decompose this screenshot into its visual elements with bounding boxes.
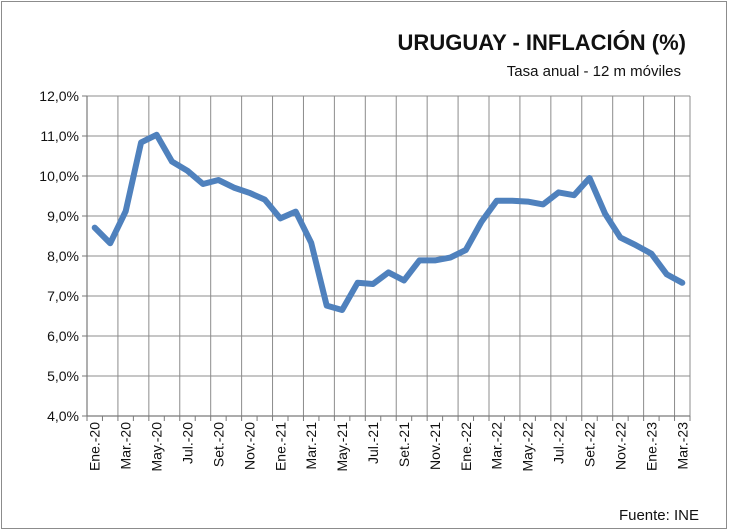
y-tick-label: 4,0% <box>47 408 79 424</box>
chart-subtitle: Tasa anual - 12 m móviles <box>507 63 681 80</box>
inflation-series-line <box>91 131 686 313</box>
x-tick-label: Ene.-21 <box>272 422 288 471</box>
x-tick-label: Set.-22 <box>582 422 598 467</box>
x-tick-label: May.-21 <box>334 422 350 472</box>
x-tick-label: Ene.-20 <box>87 422 103 471</box>
x-tick-label: Jul.-22 <box>551 422 567 464</box>
x-axis-tick-labels: Ene.-20 Mar.-20 May.-20 Jul.-20 Set.-20 Nov.-… <box>87 422 691 472</box>
y-axis-tick-labels: 4,0% 5,0% 6,0% 7,0% 8,0% 9,0% 10,0% 11,0% 12,0% <box>39 88 79 424</box>
x-tick-label: Nov.-21 <box>427 422 443 470</box>
y-tick-label: 12,0% <box>39 88 79 104</box>
x-tick-label: Jul.-21 <box>365 422 381 464</box>
y-tick-label: 5,0% <box>47 368 79 384</box>
x-tick-label: Nov.-22 <box>612 422 628 470</box>
x-tick-label: Mar.-22 <box>489 422 505 470</box>
source-note: Fuente: INE <box>619 507 699 524</box>
x-tick-label: Ene.-22 <box>458 422 474 471</box>
x-tick-label: Nov.-20 <box>241 422 257 470</box>
chart-title: URUGUAY - INFLACIÓN (%) <box>398 30 686 55</box>
y-tick-label: 6,0% <box>47 328 79 344</box>
x-tick-label: Jul.-20 <box>180 422 196 464</box>
y-tick-label: 8,0% <box>47 248 79 264</box>
x-tick-label: Mar.-20 <box>118 422 134 470</box>
x-tick-label: May.-20 <box>149 422 165 472</box>
series-layer <box>91 131 686 313</box>
x-tick-label: Set.-20 <box>210 422 226 467</box>
x-tick-label: Set.-21 <box>396 422 412 467</box>
x-tick-label: Mar.-21 <box>303 422 319 470</box>
y-tick-label: 7,0% <box>47 288 79 304</box>
x-tick-label: May.-22 <box>520 422 536 472</box>
y-tick-label: 9,0% <box>47 208 79 224</box>
axes <box>82 95 691 421</box>
y-tick-label: 11,0% <box>40 128 79 144</box>
x-tick-label: Ene.-23 <box>643 422 659 471</box>
x-tick-label: Mar.-23 <box>674 422 690 470</box>
y-tick-label: 10,0% <box>39 168 79 184</box>
